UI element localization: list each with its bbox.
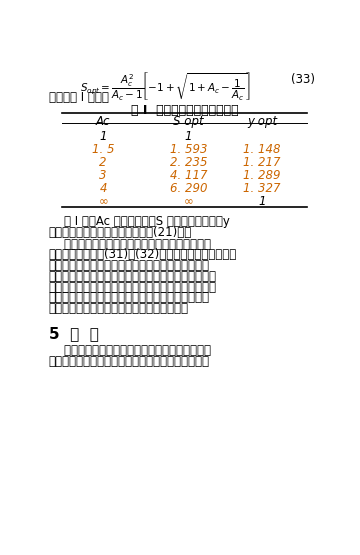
Text: 高速下很难设计出高增益的放大器。当速度非常高时，: 高速下很难设计出高增益的放大器。当速度非常高时， bbox=[49, 281, 217, 294]
Text: 由于用非常小的反馈电容减小反馈因子，而减小的反: 由于用非常小的反馈电容减小反馈因子，而减小的反 bbox=[49, 291, 210, 305]
Text: 1. 5: 1. 5 bbox=[92, 143, 114, 156]
Text: 在低电压时，热噪声对高分辨率流水线模拟技术: 在低电压时，热噪声对高分辨率流水线模拟技术 bbox=[49, 344, 211, 357]
Text: ∞: ∞ bbox=[98, 195, 108, 208]
Text: 2: 2 bbox=[99, 156, 107, 169]
Text: ∞: ∞ bbox=[184, 195, 193, 208]
Text: S opt: S opt bbox=[173, 115, 204, 128]
Text: 1: 1 bbox=[185, 130, 192, 143]
Text: 1. 593: 1. 593 bbox=[170, 143, 207, 156]
Text: 才是正确的。速度较高时，增益的优化値减小，因为在: 才是正确的。速度较高时，增益的优化値减小，因为在 bbox=[49, 270, 217, 283]
Text: 随着闭环增益的上升，优化衰减因子与闭环增益: 随着闭环增益的上升，优化衰减因子与闭环增益 bbox=[49, 238, 211, 250]
Text: 表 I 中，Ac 为运放增益，S 是优化衰减因子，y: 表 I 中，Ac 为运放增益，S 是优化衰减因子，y bbox=[49, 215, 230, 228]
Text: 1. 327: 1. 327 bbox=[243, 182, 281, 195]
Text: 其解如表 I 所示。: 其解如表 I 所示。 bbox=[49, 91, 109, 104]
Text: 的比値也上升。在(31)和(32)式中也提到，增加中间级: 的比値也上升。在(31)和(32)式中也提到，增加中间级 bbox=[49, 248, 237, 261]
Text: 4. 117: 4. 117 bbox=[170, 169, 207, 182]
Text: 2. 235: 2. 235 bbox=[170, 156, 207, 169]
Text: 表 I  优化衰减因子与闭环增益: 表 I 优化衰减因子与闭环增益 bbox=[131, 104, 238, 117]
Text: Ac: Ac bbox=[96, 115, 111, 128]
Text: 5  结  论: 5 结 论 bbox=[49, 326, 99, 341]
Text: 1. 148: 1. 148 bbox=[243, 143, 281, 156]
Text: 1. 217: 1. 217 bbox=[243, 156, 281, 169]
Text: 3: 3 bbox=[99, 169, 107, 182]
Text: 是优化衰减指数，三者的关系满足(21)式。: 是优化衰减指数，三者的关系满足(21)式。 bbox=[49, 226, 192, 239]
Text: 1. 289: 1. 289 bbox=[243, 169, 281, 182]
Text: 换器变得非常重要。为了使功耗达到优化，可以在满: 换器变得非常重要。为了使功耗达到优化，可以在满 bbox=[49, 355, 210, 367]
Text: 馈因子会减小速度，衰减因子的优化値减小。: 馈因子会减小速度，衰减因子的优化値减小。 bbox=[49, 302, 189, 315]
Text: 1: 1 bbox=[99, 130, 107, 143]
Text: 6. 290: 6. 290 bbox=[170, 182, 207, 195]
Text: y opt: y opt bbox=[247, 115, 277, 128]
Text: 的增益可以减小功耗。该分析结果只有在速度很低时: 的增益可以减小功耗。该分析结果只有在速度很低时 bbox=[49, 259, 210, 272]
Text: (33): (33) bbox=[292, 73, 315, 86]
Text: $S_{opt}=\dfrac{A_c^2}{A_c-1}\!\left[-1+\sqrt{1+A_c-\dfrac{1}{A_c}}\right]$: $S_{opt}=\dfrac{A_c^2}{A_c-1}\!\left[-1+… bbox=[80, 70, 251, 103]
Text: 1: 1 bbox=[258, 195, 266, 208]
Text: 4: 4 bbox=[99, 182, 107, 195]
